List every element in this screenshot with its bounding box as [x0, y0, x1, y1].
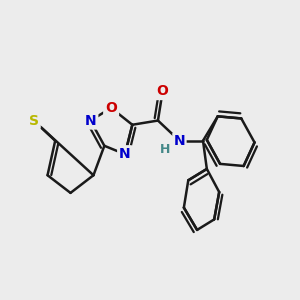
Text: O: O [157, 84, 169, 98]
Text: N: N [85, 114, 96, 128]
Text: N: N [119, 147, 131, 161]
Text: H: H [160, 143, 170, 157]
Text: N: N [174, 134, 185, 148]
Text: O: O [105, 101, 117, 115]
Text: S: S [29, 114, 39, 128]
